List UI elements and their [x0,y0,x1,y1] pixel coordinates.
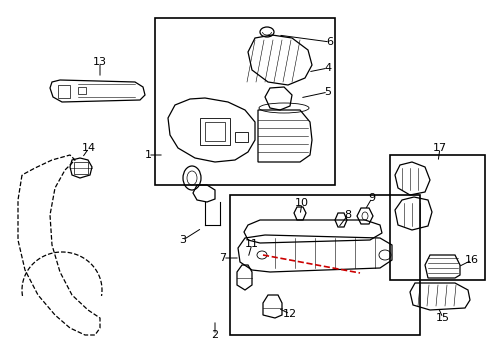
Bar [389,155,484,280]
Text: 4: 4 [324,63,331,73]
Text: 11: 11 [244,239,259,249]
Text: 3: 3 [179,235,186,245]
Text: 8: 8 [344,210,351,220]
Text: 13: 13 [93,57,107,67]
Text: 7: 7 [219,253,226,263]
Text: 14: 14 [82,143,96,153]
Bar [78,87,86,94]
Text: 1: 1 [144,150,151,160]
Text: 2: 2 [211,330,218,340]
Text: 9: 9 [367,193,375,203]
Text: 5: 5 [324,87,331,97]
Bar [155,18,334,185]
Text: 16: 16 [464,255,478,265]
Text: 15: 15 [435,313,449,323]
Text: 12: 12 [283,309,296,319]
Text: 6: 6 [326,37,333,47]
Text: 10: 10 [294,198,308,208]
Text: 17: 17 [432,143,446,153]
Bar [229,195,419,335]
